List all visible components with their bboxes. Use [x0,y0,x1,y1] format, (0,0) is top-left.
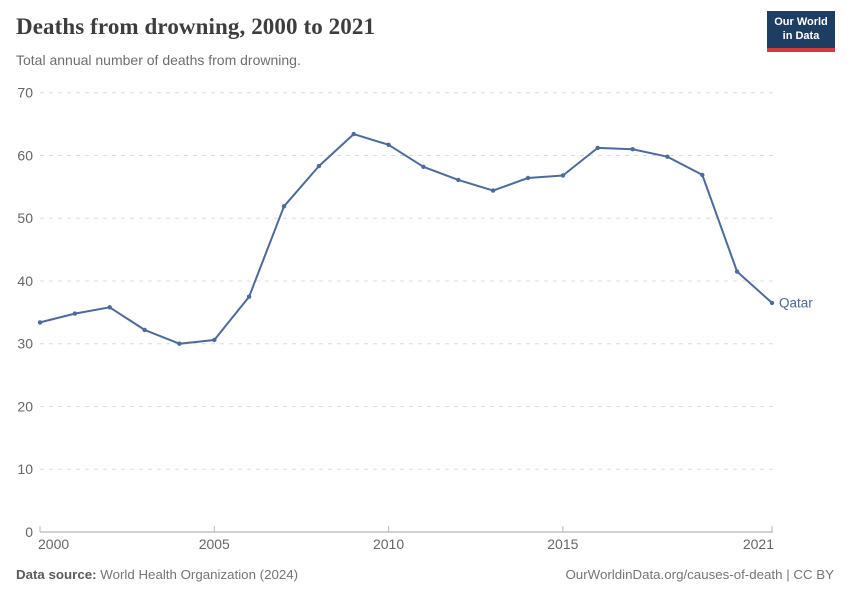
data-point[interactable] [37,320,43,325]
data-point[interactable] [316,163,322,169]
data-point[interactable] [386,142,391,147]
y-axis-label: 50 [17,210,33,226]
x-axis-label: 2010 [373,536,404,552]
x-axis-label: 2021 [743,536,774,552]
data-point[interactable] [665,154,670,159]
owid-logo[interactable]: Our World in Data [767,11,835,52]
data-source-value: World Health Organization (2024) [100,567,299,582]
data-point[interactable] [630,147,635,152]
data-point[interactable] [281,204,287,209]
data-point[interactable] [351,131,356,137]
data-point[interactable] [595,145,600,151]
y-axis-label: 40 [17,273,33,289]
y-axis-label: 10 [17,461,33,477]
data-point[interactable] [72,311,78,316]
chart-subtitle: Total annual number of deaths from drown… [16,52,301,68]
data-point[interactable] [177,341,182,346]
chart-footer: Data source: World Health Organization (… [16,567,834,582]
y-axis-label: 0 [25,524,33,540]
data-point[interactable] [734,269,740,274]
data-point[interactable] [421,164,426,169]
data-point[interactable] [456,177,461,183]
data-point[interactable] [490,188,496,193]
data-point[interactable] [769,300,775,306]
y-axis-label: 30 [17,336,33,352]
data-point[interactable] [107,305,112,310]
owid-credit-link[interactable]: OurWorldinData.org/causes-of-death | CC … [565,567,834,582]
owid-logo-line1: Our World [774,16,828,28]
x-axis-label: 2015 [547,536,578,552]
data-point[interactable] [700,172,705,178]
entity-label-qatar[interactable]: Qatar [779,295,813,310]
line-chart[interactable]: 0 10 20 30 40 50 60 70 2000 2005 2010 2015 2021 Qatar [0,78,850,560]
data-point[interactable] [142,327,147,333]
data-source-label: Data source: [16,567,97,582]
x-axis-label: 2000 [38,536,69,552]
data-point[interactable] [560,173,566,178]
chart-title: Deaths from drowning, 2000 to 2021 [16,14,376,39]
trend-line-qatar[interactable] [39,133,773,345]
x-axis-label: 2005 [199,536,230,552]
y-axis-label: 20 [17,398,33,414]
data-point[interactable] [212,337,217,343]
y-axis-label: 60 [17,147,33,163]
data-point[interactable] [525,175,531,181]
data-point[interactable] [246,294,252,299]
data-source: Data source: World Health Organization (… [16,567,298,582]
y-axis-label: 70 [17,85,33,101]
owid-logo-line2: in Data [782,29,820,42]
